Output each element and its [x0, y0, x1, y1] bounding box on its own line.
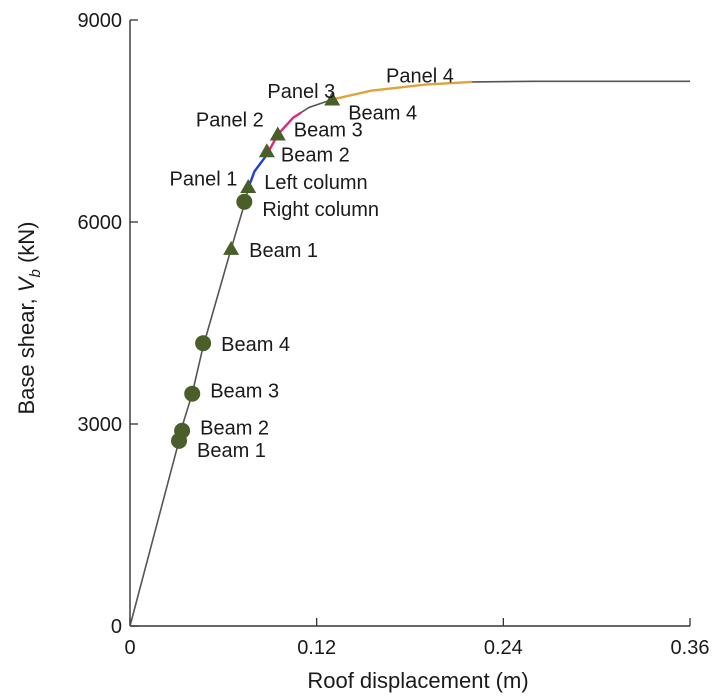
hinge-triangle-marker: [240, 178, 257, 193]
y-axis-title-symbol: V: [14, 275, 39, 292]
marker-label: Beam 1: [197, 440, 266, 462]
hinge-circle-marker: [195, 335, 212, 352]
x-tick-label: 0: [124, 637, 135, 659]
curve-segment: [331, 80, 473, 101]
marker-layer: [171, 91, 341, 449]
y-tick-label: 6000: [78, 212, 123, 234]
y-axis-title-unit: (kN): [14, 222, 39, 270]
y-tick-label: 9000: [78, 10, 123, 32]
marker-label: Beam 3: [294, 119, 363, 141]
marker-label: Beam 2: [200, 418, 269, 440]
x-axis-title: Roof displacement (m): [307, 668, 528, 693]
marker-label: Left column: [264, 172, 367, 194]
x-tick-label: 0.36: [671, 637, 710, 659]
curve-segment: [265, 111, 302, 156]
y-axis-title: Base shear, Vb (kN): [14, 222, 44, 415]
x-tick-label: 0.12: [297, 637, 336, 659]
pushover-curve: [129, 80, 690, 627]
panel-label: Panel 1: [169, 169, 237, 191]
x-tick-label: 0.24: [484, 637, 523, 659]
y-axis-title-subscript: b: [27, 269, 44, 277]
hinge-circle-marker: [236, 193, 253, 210]
marker-label: Beam 2: [281, 144, 350, 166]
marker-label: Right column: [262, 199, 379, 221]
axes: 0 0.12 0.24 0.36 0 3000 6000 9000: [78, 10, 710, 659]
hinge-triangle-marker: [324, 91, 341, 106]
y-axis-title-main: Base shear,: [14, 292, 39, 414]
hinge-triangle-marker: [258, 143, 275, 158]
curve-layer: [129, 80, 690, 627]
marker-label: Beam 4: [221, 334, 290, 356]
marker-label: Beam 4: [348, 102, 417, 124]
panel-label: Panel 4: [386, 66, 454, 88]
marker-label: Beam 3: [210, 381, 279, 403]
hinge-triangle-marker: [269, 126, 286, 141]
panel-label: Panel 3: [267, 81, 335, 103]
hinge-triangle-marker: [223, 240, 240, 255]
y-tick-label: 0: [111, 616, 122, 638]
panel-label: Panel 2: [196, 109, 264, 131]
marker-label: Beam 1: [249, 240, 318, 262]
hinge-circle-marker: [174, 422, 191, 439]
hinge-circle-marker: [184, 385, 201, 402]
y-tick-label: 3000: [78, 414, 123, 436]
